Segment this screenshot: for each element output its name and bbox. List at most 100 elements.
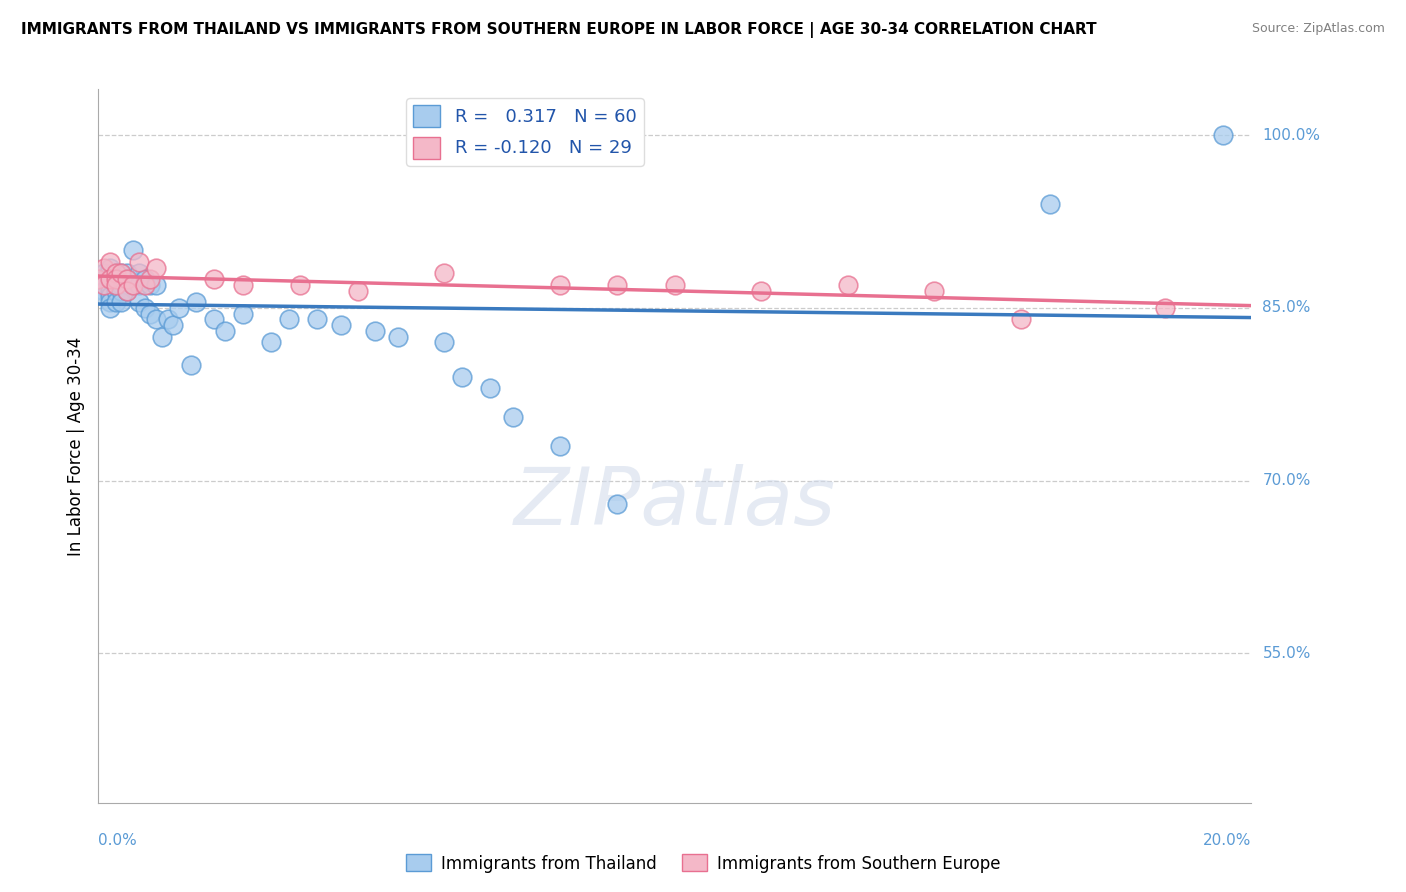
Point <box>93 277 115 292</box>
Point <box>479 381 502 395</box>
Point <box>162 318 184 333</box>
Point <box>231 277 254 292</box>
Point <box>98 284 121 298</box>
Point <box>98 289 121 303</box>
Point <box>134 272 156 286</box>
Point <box>110 266 132 280</box>
Point <box>134 301 156 315</box>
Point <box>98 277 121 292</box>
Point <box>128 295 150 310</box>
Point <box>104 266 127 280</box>
Point <box>606 277 628 292</box>
Point <box>93 289 115 303</box>
Point <box>924 284 946 298</box>
Point <box>548 439 571 453</box>
Point <box>110 284 132 298</box>
Point <box>117 266 139 280</box>
Point <box>117 272 139 286</box>
Point <box>202 272 225 286</box>
Point <box>167 301 190 315</box>
Point <box>93 260 115 275</box>
Point <box>87 272 110 286</box>
Point <box>104 272 127 286</box>
Point <box>1154 301 1177 315</box>
Point <box>1010 312 1032 326</box>
Text: IMMIGRANTS FROM THAILAND VS IMMIGRANTS FROM SOUTHERN EUROPE IN LABOR FORCE | AGE: IMMIGRANTS FROM THAILAND VS IMMIGRANTS F… <box>21 22 1097 38</box>
Point <box>346 284 368 298</box>
Text: 20.0%: 20.0% <box>1204 833 1251 848</box>
Point <box>307 312 329 326</box>
Point <box>329 318 352 333</box>
Point <box>156 312 179 326</box>
Text: 55.0%: 55.0% <box>1263 646 1310 661</box>
Point <box>93 284 115 298</box>
Point <box>202 312 225 326</box>
Point <box>145 260 167 275</box>
Point <box>139 307 162 321</box>
Point <box>110 266 132 280</box>
Point <box>117 284 139 298</box>
Point <box>450 370 472 384</box>
Point <box>128 266 150 280</box>
Point <box>433 266 456 280</box>
Point <box>117 272 139 286</box>
Text: 70.0%: 70.0% <box>1263 473 1310 488</box>
Point <box>98 295 121 310</box>
Point <box>104 266 127 280</box>
Point <box>277 312 299 326</box>
Point <box>150 329 173 343</box>
Text: 0.0%: 0.0% <box>98 833 138 848</box>
Legend: R =   0.317   N = 60, R = -0.120   N = 29: R = 0.317 N = 60, R = -0.120 N = 29 <box>406 98 644 166</box>
Point <box>104 277 127 292</box>
Point <box>290 277 312 292</box>
Point <box>87 272 110 286</box>
Point <box>122 277 145 292</box>
Point <box>98 272 121 286</box>
Point <box>104 295 127 310</box>
Point <box>134 277 156 292</box>
Point <box>1039 197 1062 211</box>
Point <box>98 272 121 286</box>
Point <box>98 301 121 315</box>
Point <box>128 277 150 292</box>
Point <box>139 277 162 292</box>
Point <box>433 335 456 350</box>
Y-axis label: In Labor Force | Age 30-34: In Labor Force | Age 30-34 <box>66 336 84 556</box>
Point <box>1212 128 1234 143</box>
Point <box>664 277 686 292</box>
Point <box>122 244 145 258</box>
Point <box>104 272 127 286</box>
Point <box>145 277 167 292</box>
Point <box>231 307 254 321</box>
Point <box>837 277 859 292</box>
Point <box>87 277 110 292</box>
Text: 85.0%: 85.0% <box>1263 301 1310 316</box>
Point <box>104 284 127 298</box>
Point <box>260 335 283 350</box>
Point <box>110 277 132 292</box>
Point <box>751 284 773 298</box>
Point <box>98 255 121 269</box>
Point <box>548 277 571 292</box>
Point <box>98 260 121 275</box>
Point <box>502 410 524 425</box>
Point <box>606 497 628 511</box>
Point <box>104 277 127 292</box>
Point <box>117 284 139 298</box>
Point <box>186 295 208 310</box>
Point <box>364 324 387 338</box>
Text: Source: ZipAtlas.com: Source: ZipAtlas.com <box>1251 22 1385 36</box>
Point <box>93 277 115 292</box>
Point <box>139 272 162 286</box>
Text: ZIPatlas: ZIPatlas <box>513 464 837 542</box>
Point <box>122 277 145 292</box>
Point <box>110 295 132 310</box>
Point <box>93 272 115 286</box>
Point <box>180 359 202 373</box>
Legend: Immigrants from Thailand, Immigrants from Southern Europe: Immigrants from Thailand, Immigrants fro… <box>399 847 1007 880</box>
Point <box>93 266 115 280</box>
Point <box>214 324 236 338</box>
Point <box>387 329 409 343</box>
Text: 100.0%: 100.0% <box>1263 128 1320 143</box>
Point <box>128 255 150 269</box>
